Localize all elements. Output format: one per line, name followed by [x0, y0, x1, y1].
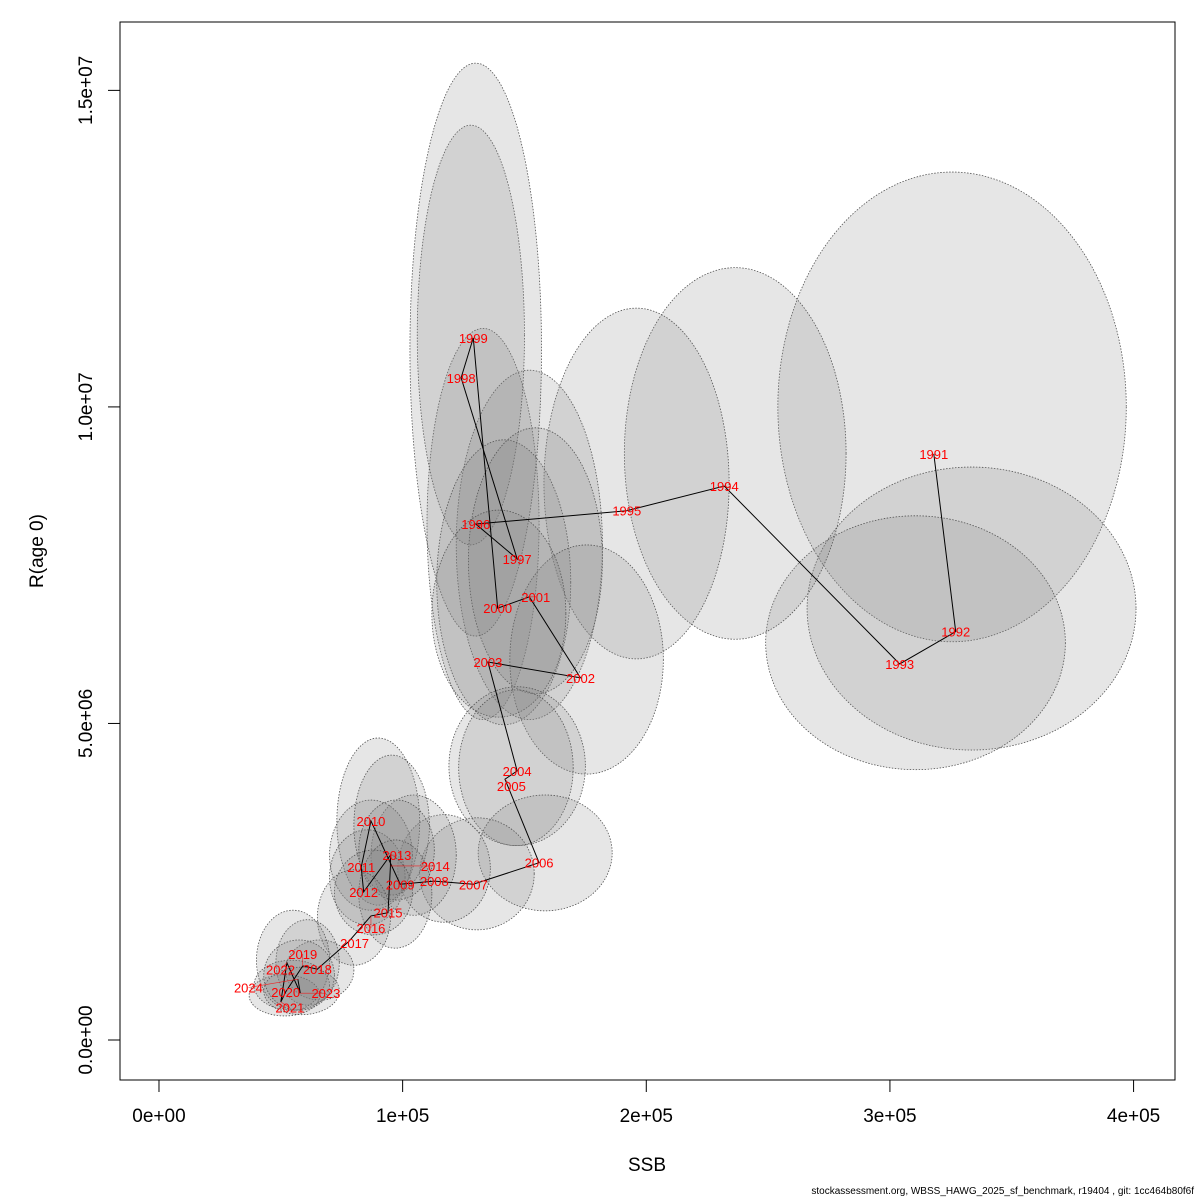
confidence-region-2003 [431, 509, 567, 718]
confidence-region-2016 [334, 849, 413, 936]
point-label-2009: 2009 [386, 877, 415, 892]
confidence-regions [248, 62, 1137, 1017]
point-label-2013: 2013 [382, 848, 411, 863]
confidence-region-2004 [448, 686, 586, 847]
point-label-2021: 2021 [275, 1001, 304, 1016]
point-label-2003: 2003 [473, 655, 502, 670]
point-label-2017: 2017 [340, 936, 369, 951]
point-label-2002: 2002 [566, 671, 595, 686]
point-label-1992: 1992 [941, 625, 970, 640]
confidence-region-2009 [370, 794, 457, 916]
confidence-region-2014 [358, 799, 435, 901]
point-label-1993: 1993 [885, 657, 914, 672]
label-leader-lines [248, 596, 536, 1008]
point-label-1994: 1994 [710, 479, 739, 494]
point-label-2020: 2020 [271, 985, 300, 1000]
point-label-2006: 2006 [525, 856, 554, 871]
point-label-2012: 2012 [349, 885, 378, 900]
point-label-2024: 2024 [234, 980, 263, 995]
confidence-region-2002 [509, 544, 664, 775]
y-tick-label: 5.0e+06 [76, 689, 97, 758]
point-label-2018: 2018 [303, 962, 332, 977]
y-axis: 0.0e+00 5.0e+06 1.0e+07 1.5e+07 [76, 56, 121, 1075]
leader-line-2024 [248, 978, 298, 988]
confidence-region-1994 [623, 267, 847, 640]
confidence-region-1995 [543, 307, 730, 660]
leader-line-2022 [280, 962, 288, 970]
point-label-1995: 1995 [612, 504, 641, 519]
point-label-2019: 2019 [288, 947, 317, 962]
point-label-2014: 2014 [421, 859, 450, 874]
confidence-region-2013 [353, 754, 430, 896]
confidence-region-2015 [358, 839, 433, 949]
point-label-1998: 1998 [447, 371, 476, 386]
point-label-1999: 1999 [459, 331, 488, 346]
confidence-region-2020 [253, 959, 330, 1011]
confidence-region-2022 [256, 909, 330, 1011]
y-tick-label: 1.0e+07 [76, 372, 97, 441]
confidence-region-2017 [316, 869, 391, 966]
confidence-region-2010 [336, 737, 421, 906]
point-label-1996: 1996 [461, 517, 490, 532]
x-tick-label: 0e+00 [132, 1106, 185, 1127]
point-label-2016: 2016 [356, 921, 385, 936]
y-tick-label: 0.0e+00 [76, 1005, 97, 1074]
point-label-1997: 1997 [503, 552, 532, 567]
point-label-2004: 2004 [503, 764, 532, 779]
point-label-2000: 2000 [483, 601, 512, 616]
leader-line-2021 [280, 1001, 291, 1008]
x-tick-label: 3e+05 [863, 1106, 916, 1127]
point-label-2007: 2007 [459, 877, 488, 892]
confidence-region-2000 [436, 439, 572, 726]
x-tick-label: 4e+05 [1107, 1106, 1160, 1127]
point-label-2008: 2008 [420, 874, 449, 889]
y-axis-label: R(age 0) [27, 514, 48, 588]
leader-line-2005 [504, 778, 512, 787]
x-axis: 0e+00 1e+05 2e+05 3e+05 4e+05 [132, 1079, 1160, 1127]
trajectory-line [280, 337, 957, 1003]
y-tick-label: 1.5e+07 [76, 56, 97, 125]
point-label-2023: 2023 [311, 986, 340, 1001]
confidence-region-1992 [806, 466, 1137, 751]
point-label-2022: 2022 [266, 963, 295, 978]
confidence-region-1998 [416, 124, 525, 546]
point-label-2010: 2010 [356, 814, 385, 829]
x-axis-label: SSB [628, 1155, 666, 1176]
point-label-2001: 2001 [521, 590, 550, 605]
point-label-2005: 2005 [497, 779, 526, 794]
x-tick-label: 1e+05 [376, 1106, 429, 1127]
footer-credit: stockassessment.org, WBSS_HAWG_2025_sf_b… [811, 1186, 1194, 1197]
confidence-region-2007 [419, 817, 535, 931]
confidence-region-2001 [468, 427, 603, 695]
year-labels: 1991 1992 1993 1994 1995 1996 1997 1998 1999 2000… [234, 331, 970, 1016]
point-label-2011: 2011 [347, 860, 375, 875]
confidence-region-1991 [777, 171, 1127, 643]
x-tick-label: 2e+05 [620, 1106, 673, 1127]
point-label-2015: 2015 [374, 906, 403, 921]
confidence-region-2006 [477, 794, 613, 912]
confidence-region-2024 [263, 939, 335, 1011]
confidence-region-1999 [409, 62, 542, 637]
confidence-region-2011 [329, 799, 413, 911]
confidence-region-1993 [765, 515, 1066, 771]
confidence-region-2008 [397, 814, 491, 923]
point-label-1991: 1991 [919, 447, 948, 462]
